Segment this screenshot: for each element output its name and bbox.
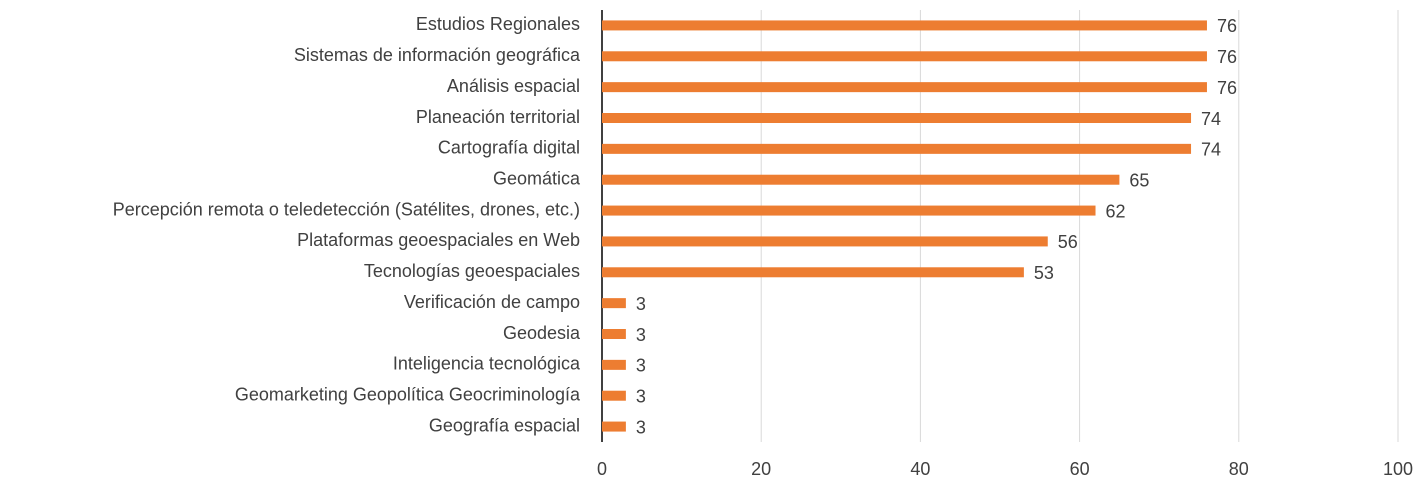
bar bbox=[602, 205, 1096, 216]
data-label: 74 bbox=[1201, 140, 1221, 160]
data-label: 53 bbox=[1034, 263, 1054, 283]
bar bbox=[602, 20, 1207, 31]
y-tick-label: Geografía espacial bbox=[429, 415, 580, 435]
bar bbox=[602, 51, 1207, 62]
x-tick-label: 100 bbox=[1383, 459, 1413, 479]
data-label: 3 bbox=[636, 417, 646, 437]
x-tick-label: 0 bbox=[597, 459, 607, 479]
bar bbox=[602, 143, 1192, 154]
data-label: 3 bbox=[636, 386, 646, 406]
bar bbox=[602, 329, 626, 339]
bar bbox=[602, 359, 626, 370]
x-tick-label: 80 bbox=[1229, 459, 1249, 479]
data-label: 56 bbox=[1058, 232, 1078, 252]
x-tick-label: 40 bbox=[910, 459, 930, 479]
bar bbox=[602, 298, 626, 309]
x-tick-label: 20 bbox=[751, 459, 771, 479]
y-tick-label: Geodesia bbox=[503, 323, 581, 343]
data-label: 62 bbox=[1106, 201, 1126, 221]
y-tick-label: Tecnologías geoespaciales bbox=[364, 261, 580, 281]
x-tick-label: 60 bbox=[1070, 459, 1090, 479]
bar bbox=[602, 267, 1024, 278]
y-tick-label: Geomática bbox=[493, 168, 581, 188]
y-tick-label: Estudios Regionales bbox=[416, 14, 580, 34]
data-label: 76 bbox=[1217, 47, 1237, 67]
y-tick-label: Cartografía digital bbox=[438, 138, 580, 158]
y-tick-label: Plataformas geoespaciales en Web bbox=[297, 230, 580, 250]
y-tick-label: Geomarketing Geopolítica Geocriminología bbox=[235, 384, 581, 404]
bar bbox=[602, 174, 1120, 185]
data-label: 3 bbox=[636, 294, 646, 314]
y-tick-label: Verificación de campo bbox=[404, 292, 580, 312]
data-label: 3 bbox=[636, 325, 646, 345]
y-tick-label: Sistemas de información geográfica bbox=[294, 45, 581, 65]
data-label: 65 bbox=[1129, 170, 1149, 190]
data-label: 74 bbox=[1201, 109, 1221, 129]
y-tick-label: Percepción remota o teledetección (Satél… bbox=[113, 199, 580, 219]
bar bbox=[602, 82, 1207, 93]
y-tick-label: Inteligencia tecnológica bbox=[393, 354, 581, 374]
data-label: 76 bbox=[1217, 16, 1237, 36]
data-label: 76 bbox=[1217, 78, 1237, 98]
bar bbox=[602, 113, 1192, 123]
bar bbox=[602, 421, 626, 432]
data-label: 3 bbox=[636, 356, 646, 376]
bar bbox=[602, 236, 1048, 247]
y-tick-label: Análisis espacial bbox=[447, 76, 580, 96]
bar bbox=[602, 390, 626, 401]
y-tick-label: Planeación territorial bbox=[416, 107, 580, 127]
